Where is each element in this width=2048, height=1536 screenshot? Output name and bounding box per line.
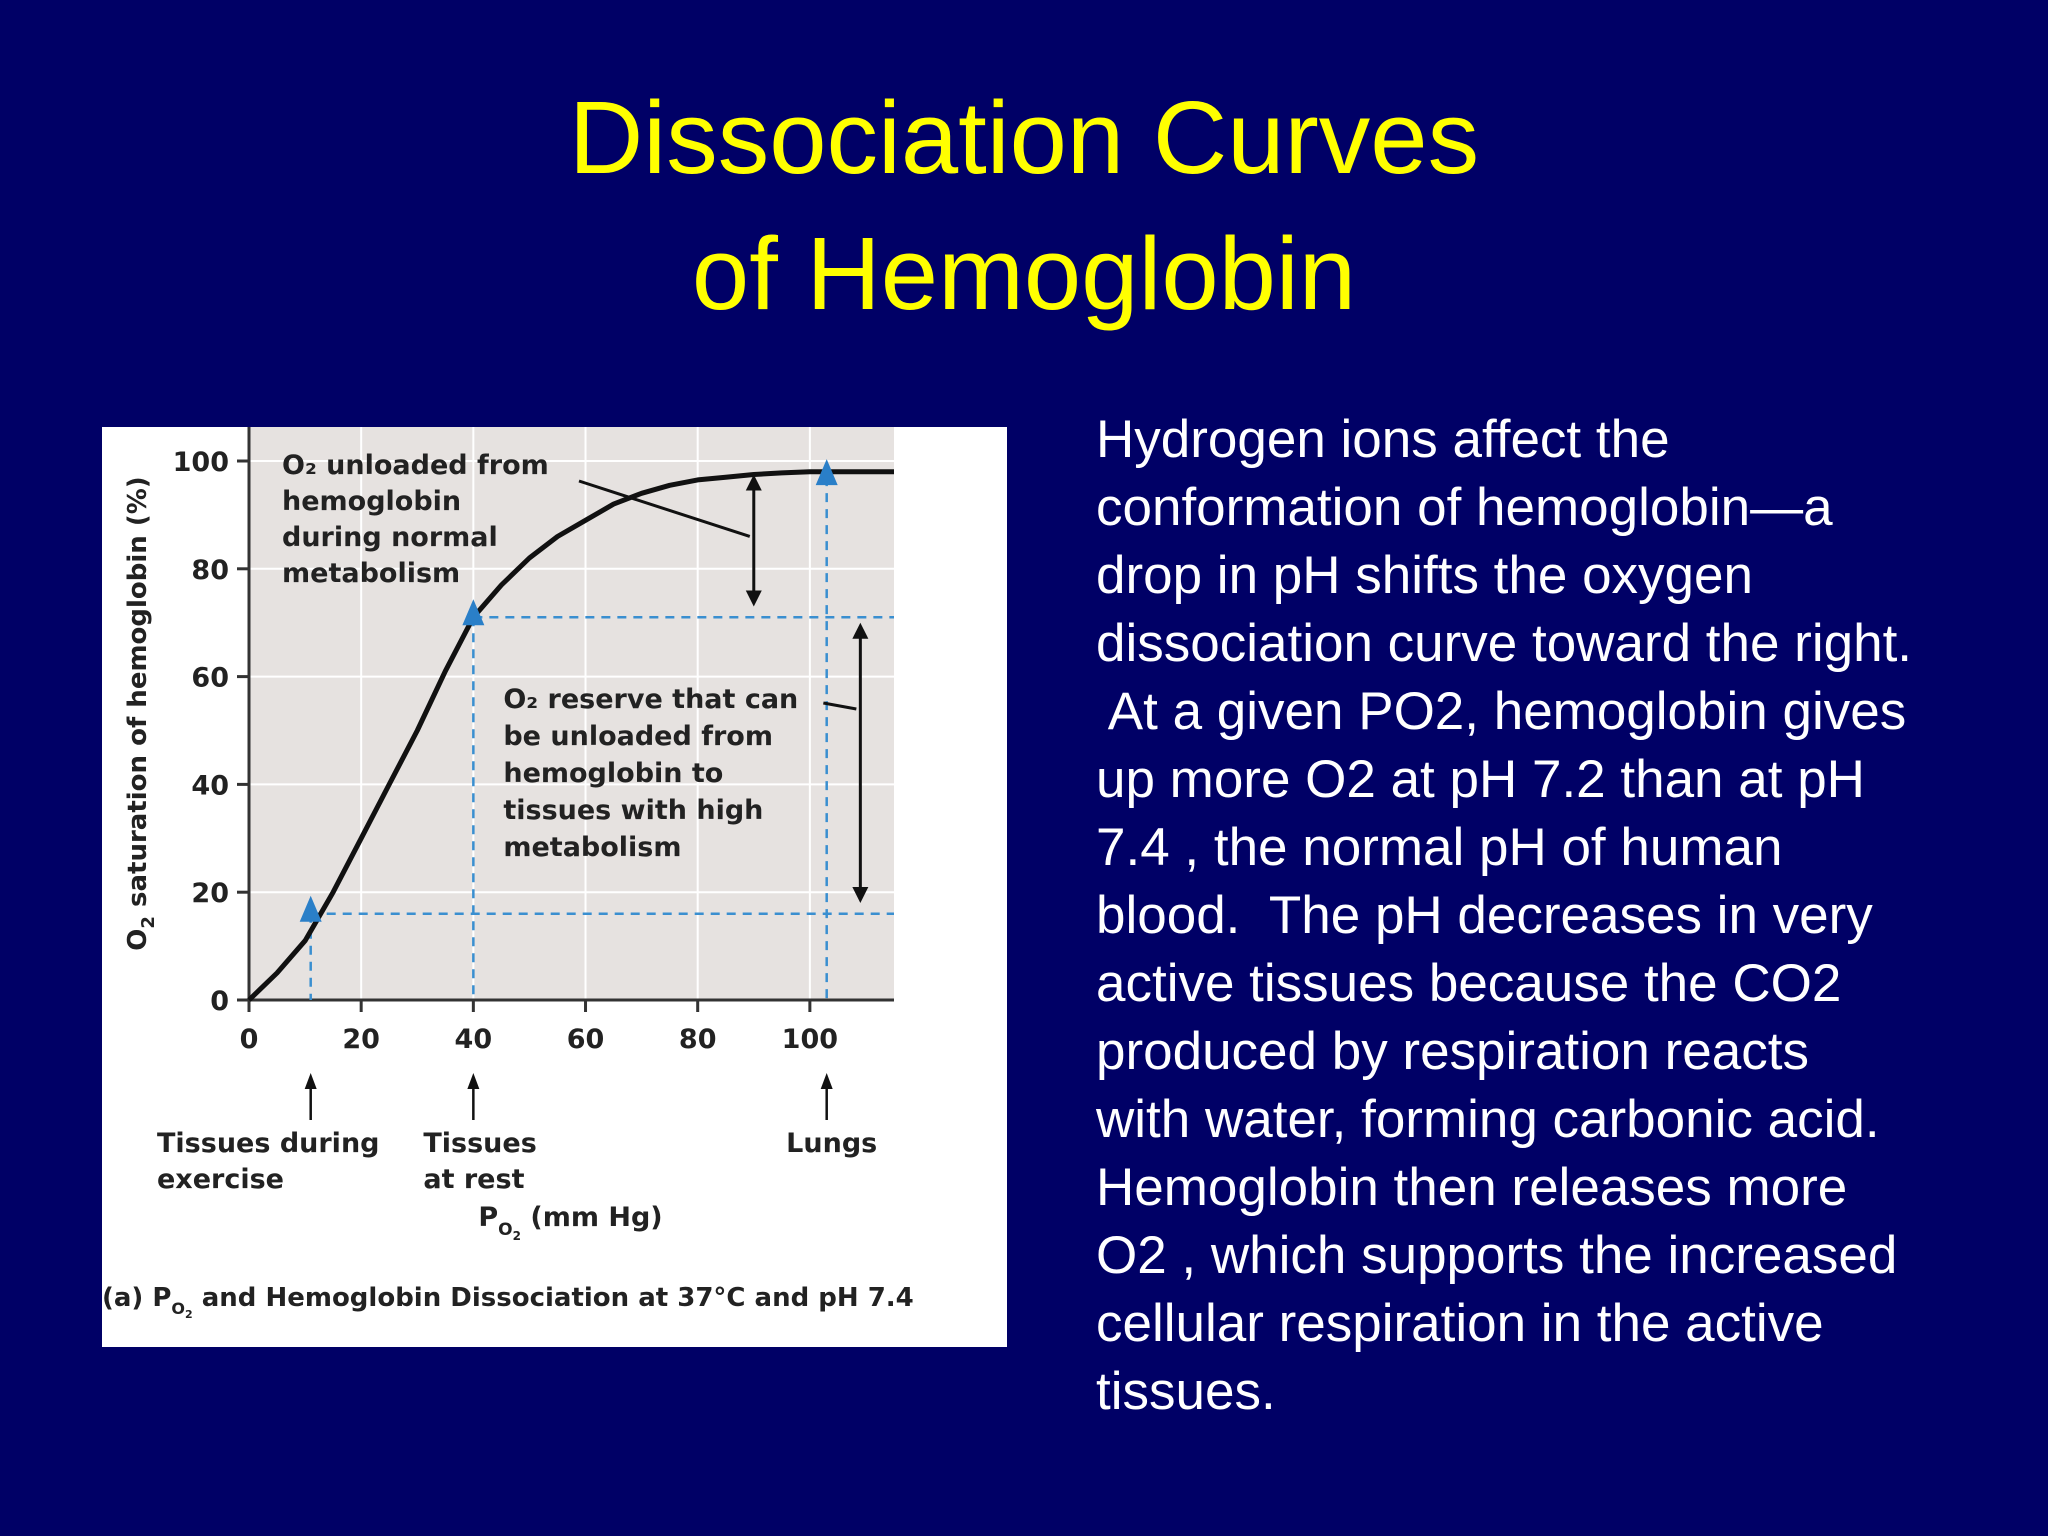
dissociation-curve-figure: 0 20 40 60 80 100 0 20 40 60 80 100 O2 saturation of… bbox=[102, 427, 1007, 1347]
dissociation-chart: 0 20 40 60 80 100 0 20 40 60 80 100 O2 saturation of… bbox=[102, 427, 914, 1321]
x-tick-label: 60 bbox=[567, 1024, 605, 1055]
reserve-leader-line bbox=[823, 701, 857, 711]
body-line: tissues. bbox=[1096, 1362, 1276, 1421]
y-tick-label: 20 bbox=[191, 878, 229, 909]
slide-title: Dissociation Curves of Hemoglobin bbox=[0, 70, 2048, 342]
data-marker bbox=[462, 599, 485, 626]
data-marker bbox=[815, 459, 838, 486]
y-tick-label: 100 bbox=[173, 447, 229, 478]
plot-background bbox=[249, 427, 894, 1000]
body-line: active tissues because the CO2 bbox=[1096, 954, 1842, 1013]
x-axis-label: PO2 (mm Hg) bbox=[478, 1202, 662, 1243]
body-text: Hydrogen ions affect the conformation of… bbox=[1096, 406, 2016, 1426]
y-tick-label: 40 bbox=[191, 770, 229, 801]
y-tick-label: 60 bbox=[191, 663, 229, 694]
body-line: drop in pH shifts the oxygen bbox=[1096, 546, 1753, 605]
rest-label-line: at rest bbox=[423, 1164, 524, 1195]
rest-label-line: Tissues bbox=[423, 1128, 536, 1159]
unloaded-arrow-bottom bbox=[745, 590, 762, 607]
body-line: 7.4 , the normal pH of human bbox=[1096, 818, 1783, 877]
x-tick-label: 100 bbox=[782, 1024, 838, 1055]
reserve-annotation-line: tissues with high bbox=[503, 795, 763, 826]
unloaded-arrow-top bbox=[745, 474, 762, 491]
exercise-label-line: Tissues during bbox=[157, 1128, 380, 1159]
data-marker bbox=[299, 895, 322, 922]
x-tick-label: 80 bbox=[679, 1024, 717, 1055]
lungs-pointer-arrow-head bbox=[820, 1073, 833, 1089]
reserve-arrow-bottom bbox=[852, 886, 869, 903]
body-line: cellular respiration in the active bbox=[1096, 1294, 1824, 1353]
figure-caption: (a) PO2 and Hemoglobin Dissociation at 3… bbox=[102, 1283, 914, 1321]
x-tick-label: 40 bbox=[455, 1024, 493, 1055]
title-line-1: Dissociation Curves bbox=[568, 80, 1480, 195]
x-tick-label: 0 bbox=[240, 1024, 259, 1055]
unloaded-annotation-line: during normal bbox=[282, 522, 498, 553]
reserve-annotation-line: metabolism bbox=[503, 832, 681, 863]
y-axis-label: O2 saturation of hemoglobin (%) bbox=[123, 476, 159, 950]
reserve-annotation-line: O₂ reserve that can bbox=[503, 684, 798, 715]
y-tick-label: 0 bbox=[210, 986, 229, 1017]
exercise-pointer-arrow-head bbox=[304, 1073, 317, 1089]
body-line: with water, forming carbonic acid. bbox=[1096, 1090, 1880, 1149]
body-line: conformation of hemoglobin—a bbox=[1096, 478, 1833, 537]
dissociation-curve bbox=[247, 469, 894, 1002]
unloaded-leader-line bbox=[578, 479, 751, 538]
reserve-arrow-top bbox=[852, 622, 869, 639]
body-line: blood. The pH decreases in very bbox=[1096, 886, 1873, 945]
unloaded-annotation-line: O₂ unloaded from bbox=[282, 450, 549, 481]
reserve-annotation-line: hemoglobin to bbox=[503, 758, 723, 789]
body-line: produced by respiration reacts bbox=[1096, 1022, 1809, 1081]
exercise-label-line: exercise bbox=[157, 1164, 284, 1195]
lungs-label-line: Lungs bbox=[786, 1128, 877, 1159]
body-line: Hydrogen ions affect the bbox=[1096, 410, 1670, 469]
unloaded-annotation-line: metabolism bbox=[282, 558, 460, 589]
body-line: O2 , which supports the increased bbox=[1096, 1226, 1898, 1285]
body-line: Hemoglobin then releases more bbox=[1096, 1158, 1848, 1217]
rest-pointer-arrow-head bbox=[467, 1073, 480, 1089]
reserve-annotation-line: be unloaded from bbox=[503, 721, 773, 752]
unloaded-annotation-line: hemoglobin bbox=[282, 486, 461, 517]
body-line: dissociation curve toward the right. bbox=[1096, 614, 1913, 673]
title-line-2: of Hemoglobin bbox=[691, 216, 1357, 331]
x-tick-label: 20 bbox=[342, 1024, 380, 1055]
body-line: At a given PO2, hemoglobin gives bbox=[1096, 682, 1907, 741]
body-line: up more O2 at pH 7.2 than at pH bbox=[1096, 750, 1865, 809]
y-tick-label: 80 bbox=[191, 555, 229, 586]
